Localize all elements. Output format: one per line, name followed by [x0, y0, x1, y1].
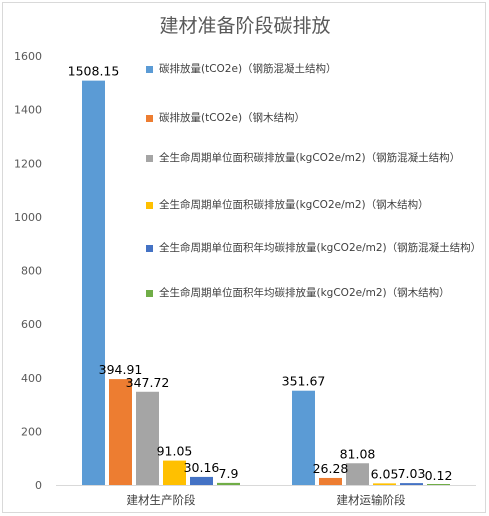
- legend-label: 全生命周期单位面积碳排放量(kgCO2e/m2)（钢筋混凝土结构）: [159, 152, 461, 164]
- x-tick-label: 建材生产阶段: [127, 493, 196, 507]
- legend-item: 全生命周期单位面积碳排放量(kgCO2e/m2)（钢木结构）: [146, 198, 478, 212]
- legend-label: 碳排放量(tCO2e)（钢筋混凝土结构）: [159, 63, 337, 75]
- data-label: 351.67: [282, 374, 326, 389]
- bar: [346, 463, 369, 485]
- y-tick-label: 200: [21, 425, 42, 438]
- legend-label: 全生命周期单位面积碳排放量(kgCO2e/m2)（钢木结构）: [159, 199, 429, 211]
- data-label: 30.16: [184, 460, 220, 475]
- data-label: 1508.15: [68, 64, 120, 79]
- y-tick-label: 400: [21, 372, 42, 385]
- bar: [400, 483, 423, 485]
- bar: [319, 477, 342, 485]
- legend-swatch: [146, 245, 153, 252]
- legend-swatch: [146, 155, 153, 162]
- data-label: 7.03: [398, 466, 426, 481]
- legend-item: 碳排放量(tCO2e)（钢筋混凝土结构）: [146, 62, 478, 76]
- x-axis: 建材生产阶段 建材运输阶段: [56, 485, 476, 507]
- chart-title: 建材准备阶段碳排放: [159, 15, 330, 37]
- legend-item: 全生命周期单位面积碳排放量(kgCO2e/m2)（钢筋混凝土结构）: [146, 151, 478, 165]
- data-label: 394.91: [99, 362, 143, 377]
- y-tick-label: 800: [21, 265, 42, 278]
- legend-item: 全生命周期单位面积年均碳排放量(kgCO2e/m2)（钢木结构）: [146, 286, 478, 300]
- y-tick-label: 600: [21, 318, 42, 331]
- legend-swatch: [146, 66, 153, 73]
- bar: [427, 484, 450, 485]
- data-label: 347.72: [126, 375, 170, 390]
- bar: [217, 482, 240, 485]
- data-label: 81.08: [340, 446, 376, 461]
- bar: [109, 379, 132, 485]
- data-label: 6.05: [371, 466, 399, 481]
- bar: [136, 391, 159, 485]
- legend-swatch: [146, 115, 153, 122]
- bar: [163, 460, 186, 485]
- y-tick-label: 1400: [14, 104, 42, 117]
- bar: [292, 390, 315, 485]
- y-tick-label: 1000: [14, 211, 42, 224]
- bar: [190, 476, 213, 485]
- data-label: 26.28: [313, 461, 349, 476]
- x-tick-label: 建材运输阶段: [337, 493, 406, 507]
- data-label: 0.12: [425, 468, 453, 483]
- legend-label: 碳排放量(tCO2e)（钢木结构）: [159, 112, 306, 124]
- bars: [82, 80, 450, 485]
- legend-swatch: [146, 202, 153, 209]
- legend-swatch: [146, 290, 153, 297]
- bar: [82, 80, 105, 485]
- y-tick-label: 1200: [14, 157, 42, 170]
- y-tick-label: 0: [35, 479, 42, 492]
- y-axis: 0 200 400 600 800 1000 1200 1400 1600: [14, 50, 42, 492]
- y-tick-label: 1600: [14, 50, 42, 63]
- legend-label: 全生命周期单位面积年均碳排放量(kgCO2e/m2)（钢筋混凝土结构）: [159, 242, 482, 254]
- data-label: 91.05: [157, 444, 193, 459]
- legend-label: 全生命周期单位面积年均碳排放量(kgCO2e/m2)（钢木结构）: [159, 287, 450, 299]
- legend-item: 全生命周期单位面积年均碳排放量(kgCO2e/m2)（钢筋混凝土结构）: [146, 241, 482, 255]
- bar: [373, 483, 396, 485]
- data-label: 7.9: [219, 466, 239, 481]
- legend-item: 碳排放量(tCO2e)（钢木结构）: [146, 111, 478, 125]
